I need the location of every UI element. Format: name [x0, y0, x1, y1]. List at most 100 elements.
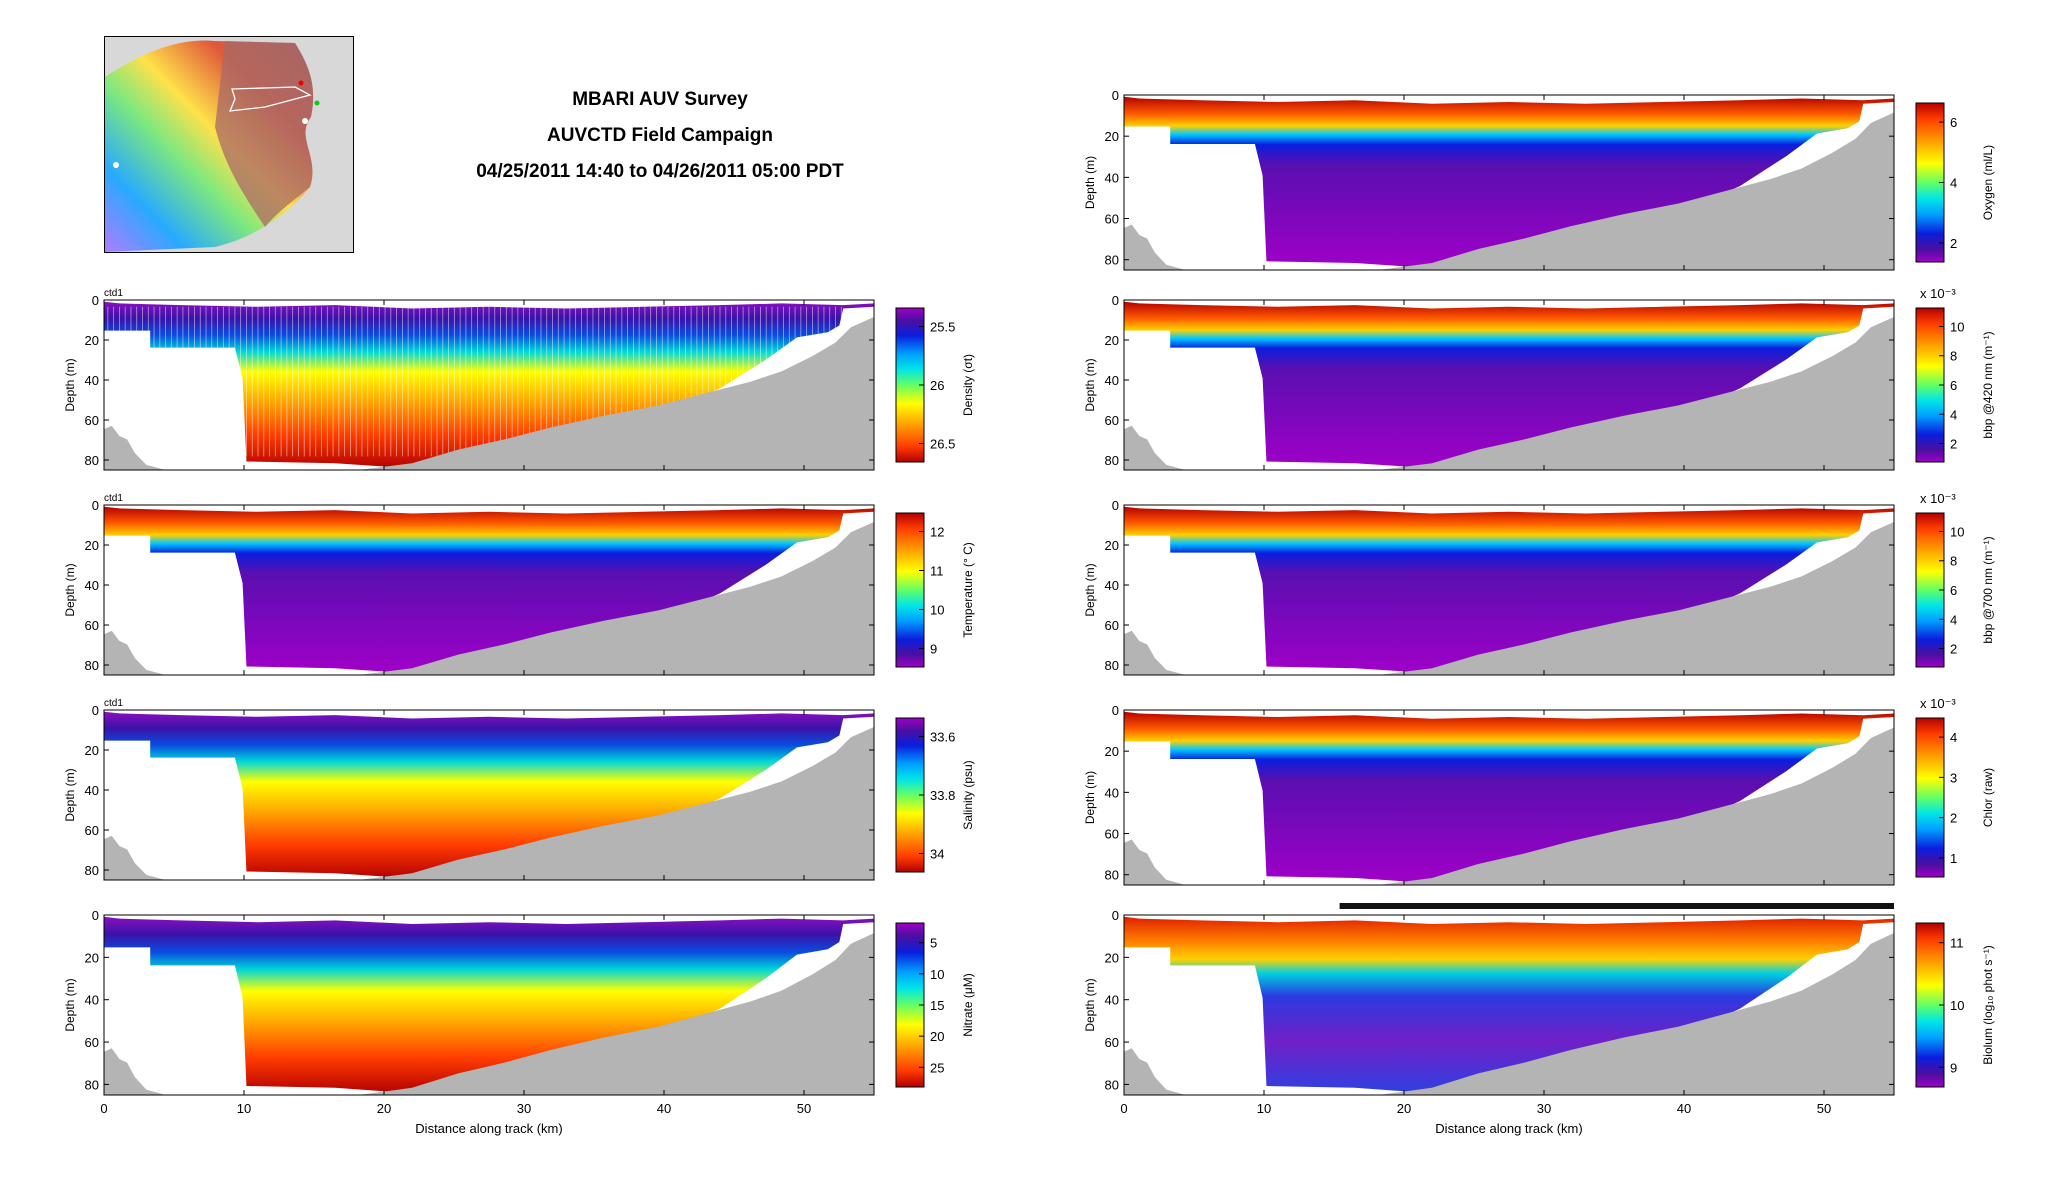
colorbar-tick-label: 20	[930, 1029, 944, 1044]
y-axis-label: Depth (m)	[63, 563, 77, 616]
colorbar-tick-label: 6	[1950, 583, 1957, 598]
colorbar	[895, 512, 925, 668]
colorbar-tick-label: 10	[930, 967, 944, 982]
colorbar-label: Nitrate (μM)	[961, 973, 975, 1037]
x-tick-label: 10	[237, 1101, 251, 1116]
panel-header: ctd1	[104, 698, 123, 709]
y-tick-label: 0	[92, 703, 99, 718]
colorbar-tick-label: 11	[930, 563, 944, 578]
y-tick-label: 0	[1112, 88, 1119, 103]
y-tick-label: 80	[85, 1077, 99, 1092]
colorbar-tick-label: 9	[930, 642, 937, 657]
colorbar-label: Salinity (psu)	[961, 760, 975, 829]
y-tick-label: 40	[1105, 785, 1119, 800]
y-tick-label: 40	[1105, 373, 1119, 388]
colorbar-label: bbp @700 nm (m⁻¹)	[1981, 536, 1995, 643]
y-axis-label: Depth (m)	[63, 358, 77, 411]
colorbar-tick-label: 12	[930, 524, 944, 539]
y-tick-label: 0	[92, 293, 99, 308]
y-tick-label: 60	[1105, 1035, 1119, 1050]
colorbar-label: Density (σt)	[961, 354, 975, 416]
x-tick-label: 30	[517, 1101, 531, 1116]
y-tick-label: 80	[85, 658, 99, 673]
y-tick-label: 20	[85, 538, 99, 553]
y-tick-label: 80	[1105, 453, 1119, 468]
y-tick-label: 20	[85, 743, 99, 758]
x-axis-label: Distance along track (km)	[1435, 1121, 1582, 1136]
data-section-bbp700	[1124, 506, 1894, 674]
y-tick-label: 20	[1105, 538, 1119, 553]
colorbar-tick-label: 1	[1950, 851, 1957, 866]
plot-frame	[1123, 914, 1895, 1096]
x-tick-label: 20	[377, 1101, 391, 1116]
y-tick-label: 80	[85, 863, 99, 878]
y-tick-label: 0	[1112, 498, 1119, 513]
plot-frame	[103, 709, 875, 881]
colorbar-tick-label: 26	[930, 378, 944, 393]
colorbar-tick-label: 10	[930, 603, 944, 618]
y-tick-label: 60	[1105, 413, 1119, 428]
data-section-salinity	[104, 711, 874, 879]
y-tick-label: 80	[1105, 658, 1119, 673]
colorbar-tick-label: 4	[1950, 407, 1957, 422]
bathymetry	[104, 933, 874, 1095]
data-section-nitrate	[104, 916, 874, 1094]
y-tick-label: 0	[1112, 908, 1119, 923]
title-line-1: MBARI AUV Survey	[572, 89, 748, 110]
x-axis-label: Distance along track (km)	[415, 1121, 562, 1136]
colorbar-tick-label: 2	[1950, 236, 1957, 251]
colorbar-tick-label: 10	[1950, 998, 1964, 1013]
y-axis-label: Depth (m)	[1083, 978, 1097, 1031]
chart-bbp420: 0 20 40 60 80 Depth (m) 10 8 6 4 2 x 10⁻³ bbp @420 n…	[1083, 286, 1995, 471]
panel-header: ctd1	[104, 288, 123, 299]
colorbar-tick-label: 33.6	[930, 729, 955, 744]
y-tick-label: 20	[1105, 129, 1119, 144]
chart-density: 0 20 40 60 80 Depth (m) ctd1 25.5 26 26.5 Density …	[63, 288, 975, 471]
y-axis-label: Depth (m)	[1083, 358, 1097, 411]
colorbar-tick-label: 25.5	[930, 319, 955, 334]
colorbar-tick-label: 15	[930, 998, 944, 1013]
y-tick-label: 40	[85, 783, 99, 798]
y-tick-label: 40	[85, 578, 99, 593]
colorbar-tick-label: 2	[1950, 642, 1957, 657]
colorbar-tick-label: 3	[1950, 770, 1957, 785]
title-line-3: 04/25/2011 14:40 to 04/26/2011 05:00 PDT	[476, 161, 844, 182]
y-tick-label: 60	[85, 618, 99, 633]
x-tick-label: 50	[797, 1101, 811, 1116]
y-tick-label: 60	[1105, 618, 1119, 633]
colorbar-tick-label: 2	[1950, 437, 1957, 452]
y-tick-label: 0	[1112, 703, 1119, 718]
y-tick-label: 20	[1105, 950, 1119, 965]
data-section-oxygen	[1124, 96, 1894, 269]
y-tick-label: 80	[1105, 868, 1119, 883]
x-tick-label: 50	[1817, 1101, 1831, 1116]
y-tick-label: 80	[85, 453, 99, 468]
y-tick-label: 0	[92, 498, 99, 513]
panel-header: ctd1	[104, 493, 123, 504]
y-tick-label: 60	[1105, 827, 1119, 842]
bathymetry	[104, 522, 874, 675]
plot-frame	[1123, 94, 1895, 271]
y-tick-label: 60	[85, 1035, 99, 1050]
colorbar-exponent: x 10⁻³	[1920, 696, 1956, 711]
plot-frame	[103, 299, 875, 471]
colorbar-label: Temperature (° C)	[961, 542, 975, 638]
bathymetry	[1124, 933, 1894, 1095]
data-section-chlor	[1124, 711, 1894, 884]
y-tick-label: 40	[1105, 993, 1119, 1008]
colorbar-tick-label: 6	[1950, 115, 1957, 130]
colorbar-tick-label: 8	[1950, 349, 1957, 364]
y-tick-label: 20	[1105, 333, 1119, 348]
y-tick-label: 40	[1105, 170, 1119, 185]
y-tick-label: 60	[85, 823, 99, 838]
bathymetry	[1124, 112, 1894, 270]
plot-frame	[1123, 504, 1895, 676]
x-tick-label: 30	[1537, 1101, 1551, 1116]
title-line-2: AUVCTD Field Campaign	[547, 125, 773, 146]
bathymetry	[1124, 727, 1894, 885]
colorbar-tick-label: 4	[1950, 612, 1957, 627]
colorbar-tick-label: 9	[1950, 1060, 1957, 1075]
colorbar-tick-label: 25	[930, 1060, 944, 1075]
